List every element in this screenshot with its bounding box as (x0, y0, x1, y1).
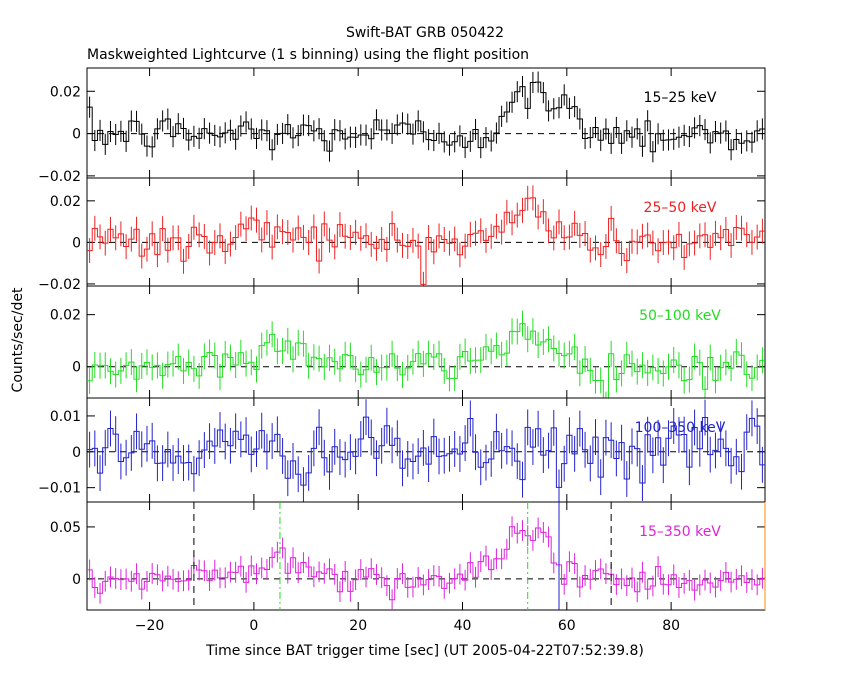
panel-label-15-350: 15–350 keV (639, 524, 721, 540)
panel-25-50: 0.02 0 −0.02 25–50 keV (38, 177, 766, 293)
x-tick-label: 60 (558, 618, 576, 634)
series-100-350-line (87, 416, 765, 488)
y-tick-label: 0 (72, 572, 81, 588)
y-tick-label: 0.05 (50, 520, 81, 536)
panel-15-25: 0.02 0 −0.02 15–25 keV (38, 67, 766, 185)
y-tick-label: 0 (72, 445, 81, 461)
series-15-25-line (87, 81, 765, 153)
y-tick-label: 0 (72, 235, 81, 251)
panel-label-15-25: 15–25 keV (644, 90, 717, 106)
x-tick-label: 40 (454, 618, 472, 634)
y-tick-label: −0.01 (38, 481, 81, 497)
x-axis-label: Time since BAT trigger time [sec] (UT 20… (205, 643, 644, 659)
panel-label-100-350: 100–350 keV (635, 420, 726, 436)
y-tick-label: 0 (72, 360, 81, 376)
series-15-350-line (87, 526, 765, 601)
y-tick-label: 0.01 (50, 409, 81, 425)
y-tick-label: −0.02 (38, 277, 81, 293)
x-tick-label: 80 (662, 618, 680, 634)
y-axis-label: Counts/sec/det (10, 287, 26, 392)
panel-label-25-50: 25–50 keV (644, 200, 717, 216)
panel-label-50-100: 50–100 keV (639, 308, 721, 324)
y-tick-label: 0.02 (50, 84, 81, 100)
panel-50-100: 0.02 0 50–100 keV (50, 285, 766, 399)
x-tick-label: 20 (349, 618, 367, 634)
series-25-50-line (87, 197, 765, 285)
chart-title: Swift-BAT GRB 050422 (346, 25, 504, 41)
x-tick-label: 0 (249, 618, 258, 634)
x-tick-label: −20 (135, 618, 165, 634)
y-tick-label: 0 (72, 127, 81, 143)
chart-subtitle: Maskweighted Lightcurve (1 s binning) us… (87, 47, 529, 63)
y-tick-label: −0.02 (38, 169, 81, 185)
y-tick-label: 0.02 (50, 194, 81, 210)
y-tick-label: 0.02 (50, 308, 81, 324)
series-50-100-line (87, 323, 765, 399)
panel-15-350: 0.05 0 15–350 keV −20 0 20 40 60 80 (50, 501, 766, 634)
